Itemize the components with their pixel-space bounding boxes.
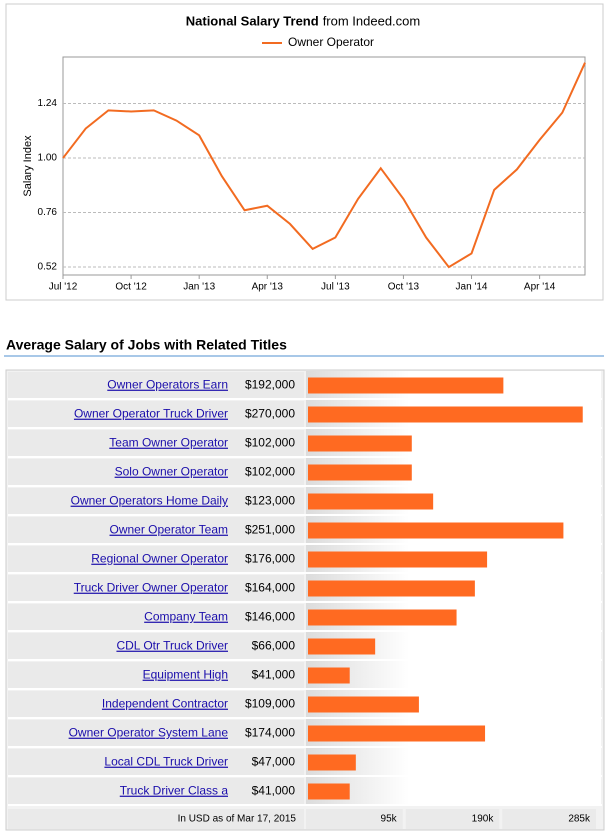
row-title-link[interactable]: Independent Contractor [102, 697, 228, 711]
value-label: $176,000 [245, 552, 295, 566]
bar [308, 406, 583, 423]
plot-area [62, 56, 586, 276]
value-label: $174,000 [245, 726, 295, 740]
value-label: $270,000 [245, 407, 295, 421]
chart-title: National Salary Trend [186, 13, 319, 28]
x-tick-cell [502, 809, 596, 829]
bar [308, 435, 412, 452]
x-tick-label: 285k [568, 814, 591, 825]
row-bg [8, 517, 304, 543]
value-label: $102,000 [245, 436, 295, 450]
value-label: $102,000 [245, 465, 295, 479]
y-tick-label: 1.00 [38, 153, 58, 164]
footer-cell [8, 809, 304, 829]
x-tick-label: 95k [381, 814, 398, 825]
x-tick-label: Jul '13 [321, 282, 350, 293]
bar [308, 464, 412, 481]
row-title-link[interactable]: Solo Owner Operator [115, 465, 228, 479]
bar [308, 580, 475, 597]
row-title-link[interactable]: Owner Operator Truck Driver [74, 407, 228, 421]
row-bg [8, 459, 304, 485]
row-title-link[interactable]: Owner Operator Team [110, 523, 229, 537]
y-axis-label: Salary Index [22, 135, 34, 197]
row-bg [8, 778, 304, 804]
row-title-link[interactable]: Local CDL Truck Driver [104, 755, 228, 769]
row-bg [8, 662, 304, 688]
section-title: Average Salary of Jobs with Related Titl… [6, 337, 287, 353]
value-label: $123,000 [245, 494, 295, 508]
bar [308, 522, 564, 539]
footnote: In USD as of Mar 17, 2015 [178, 814, 297, 825]
row-title-link[interactable]: Owner Operators Home Daily [71, 494, 228, 508]
row-title-link[interactable]: Truck Driver Owner Operator [74, 581, 228, 595]
row-bg [8, 749, 304, 775]
bar [308, 493, 434, 510]
row-bg [8, 604, 304, 630]
value-label: $164,000 [245, 581, 295, 595]
value-label: $41,000 [252, 784, 296, 798]
row-bg [8, 575, 304, 601]
row-bg [8, 720, 304, 746]
value-label: $192,000 [245, 378, 295, 392]
legend-label: Owner Operator [288, 35, 374, 49]
row-title-link[interactable]: Owner Operators Earn [107, 378, 228, 392]
row-title-link[interactable]: Regional Owner Operator [91, 552, 228, 566]
value-label: $47,000 [252, 755, 296, 769]
x-tick-label: Apr '14 [524, 282, 556, 293]
row-bg [8, 633, 304, 659]
bar [308, 377, 504, 394]
x-tick-label: Jan '14 [456, 282, 488, 293]
y-tick-label: 1.24 [38, 98, 58, 109]
bar [308, 667, 350, 684]
x-tick-cell [405, 809, 500, 829]
value-label: $146,000 [245, 610, 295, 624]
bar [308, 783, 350, 800]
x-tick-label: Apr '13 [252, 282, 284, 293]
bar [308, 696, 419, 713]
row-bg [8, 430, 304, 456]
x-tick-label: Jul '12 [49, 282, 78, 293]
row-bg [8, 691, 304, 717]
row-title-link[interactable]: Team Owner Operator [109, 436, 228, 450]
x-tick-label: Oct '12 [115, 282, 147, 293]
x-tick-label: Jan '13 [183, 282, 215, 293]
bar [308, 754, 356, 771]
x-tick-label: Oct '13 [388, 282, 420, 293]
row-title-link[interactable]: Owner Operator System Lane [69, 726, 229, 740]
row-title-link[interactable]: CDL Otr Truck Driver [116, 639, 228, 653]
bar [308, 638, 376, 655]
x-tick-label: 190k [472, 814, 495, 825]
row-bg [8, 401, 304, 427]
value-label: $109,000 [245, 697, 295, 711]
x-tick-cell [306, 809, 403, 829]
value-label: $41,000 [252, 668, 296, 682]
row-bg [8, 372, 304, 398]
row-title-link[interactable]: Truck Driver Class a [120, 784, 229, 798]
row-bg [8, 546, 304, 572]
value-label: $251,000 [245, 523, 295, 537]
row-title-link[interactable]: Company Team [144, 610, 228, 624]
bar [308, 551, 488, 568]
row-bg [8, 488, 304, 514]
chart-subtitle: from Indeed.com [323, 13, 421, 28]
bar [308, 725, 486, 742]
y-tick-label: 0.52 [38, 262, 58, 273]
series-line [62, 62, 586, 269]
y-tick-label: 0.76 [38, 207, 58, 218]
row-title-link[interactable]: Equipment High [143, 668, 228, 682]
bar [308, 609, 457, 626]
value-label: $66,000 [252, 639, 296, 653]
